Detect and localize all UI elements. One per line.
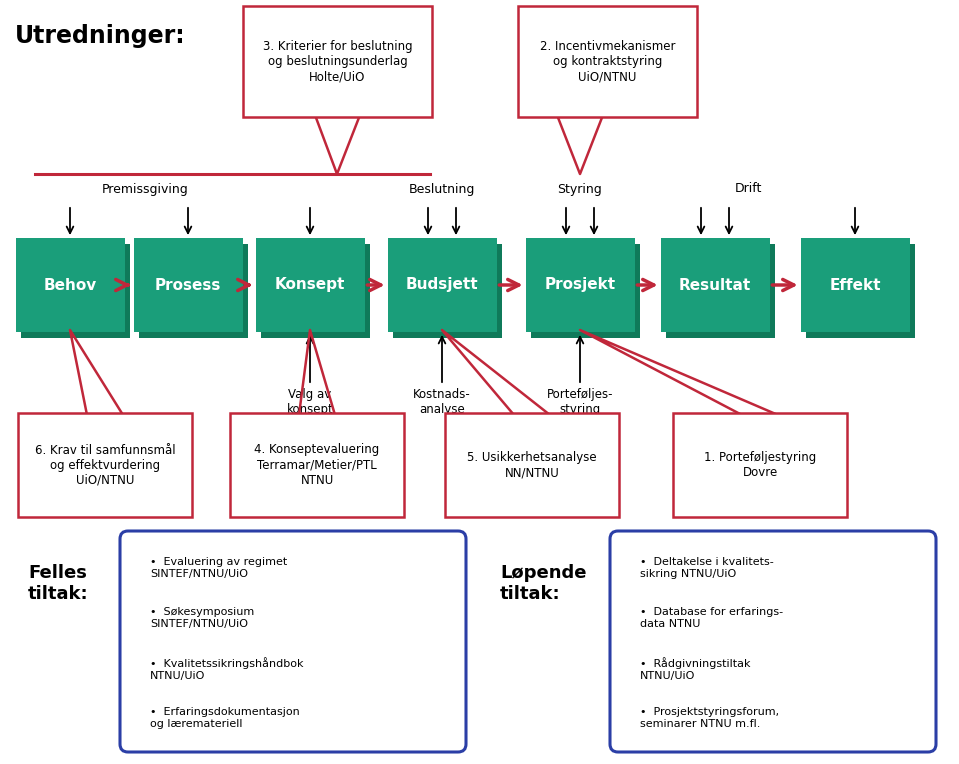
Text: Styring: Styring [557,183,602,196]
Text: •  Database for erfarings-
data NTNU: • Database for erfarings- data NTNU [640,607,784,629]
Text: 1. Porteføljestyring
Dovre: 1. Porteføljestyring Dovre [704,451,816,479]
FancyBboxPatch shape [801,238,909,332]
Text: •  Prosjektstyringsforum,
seminarer NTNU m.fl.: • Prosjektstyringsforum, seminarer NTNU … [640,707,779,729]
FancyBboxPatch shape [20,244,129,338]
FancyBboxPatch shape [610,531,936,752]
Text: Drift: Drift [735,183,761,196]
Text: Utredninger:: Utredninger: [15,24,186,48]
FancyBboxPatch shape [243,6,432,117]
FancyBboxPatch shape [806,244,915,338]
FancyBboxPatch shape [518,6,697,117]
Text: 5. Usikkerhetsanalyse
NN/NTNU: 5. Usikkerhetsanalyse NN/NTNU [467,451,596,479]
Text: Kostnads-
analyse: Kostnads- analyse [413,388,471,416]
Text: •  Rådgivningstiltak
NTNU/UiO: • Rådgivningstiltak NTNU/UiO [640,657,751,681]
FancyBboxPatch shape [387,238,497,332]
FancyBboxPatch shape [138,244,247,338]
FancyBboxPatch shape [15,238,125,332]
Text: •  Evaluering av regimet
SINTEF/NTNU/UiO: • Evaluering av regimet SINTEF/NTNU/UiO [150,557,288,578]
FancyBboxPatch shape [18,413,192,517]
Text: Premissgiving: Premissgiving [102,183,188,196]
Text: Løpende
tiltak:: Løpende tiltak: [500,564,587,603]
FancyBboxPatch shape [530,244,640,338]
Text: Konsept: Konsept [275,277,345,293]
Text: Valg av
konsept: Valg av konsept [287,388,334,416]
Text: •  Erfaringsdokumentasjon
og læremateriell: • Erfaringsdokumentasjon og læremateriel… [150,707,300,729]
Text: Porteføljes-
styring: Porteføljes- styring [547,388,613,416]
Text: •  Søkesymposium
SINTEF/NTNU/UiO: • Søkesymposium SINTEF/NTNU/UiO [150,607,254,629]
FancyBboxPatch shape [255,238,364,332]
FancyBboxPatch shape [392,244,502,338]
Text: 6. Krav til samfunnsmål
og effektvurdering
UiO/NTNU: 6. Krav til samfunnsmål og effektvurderi… [35,443,175,487]
Text: Behov: Behov [43,277,97,293]
FancyBboxPatch shape [673,413,847,517]
FancyBboxPatch shape [120,531,466,752]
Text: Felles
tiltak:: Felles tiltak: [28,564,88,603]
FancyBboxPatch shape [661,238,769,332]
Text: •  Deltakelse i kvalitets-
sikring NTNU/UiO: • Deltakelse i kvalitets- sikring NTNU/U… [640,557,774,578]
Text: Prosess: Prosess [154,277,222,293]
FancyBboxPatch shape [666,244,775,338]
Text: 2. Incentivmekanismer
og kontraktstyring
UiO/NTNU: 2. Incentivmekanismer og kontraktstyring… [540,40,675,83]
FancyBboxPatch shape [230,413,404,517]
Text: Resultat: Resultat [679,277,751,293]
Text: 3. Kriterier for beslutning
og beslutningsunderlag
Holte/UiO: 3. Kriterier for beslutning og beslutnin… [263,40,412,83]
FancyBboxPatch shape [526,238,635,332]
Text: Beslutning: Beslutning [409,183,476,196]
Text: Effekt: Effekt [830,277,880,293]
FancyBboxPatch shape [445,413,619,517]
Text: Budsjett: Budsjett [406,277,479,293]
FancyBboxPatch shape [133,238,243,332]
Text: Prosjekt: Prosjekt [545,277,616,293]
Text: 4. Konseptevaluering
Terramar/Metier/PTL
NTNU: 4. Konseptevaluering Terramar/Metier/PTL… [254,443,380,487]
Text: •  Kvalitetssikringshåndbok
NTNU/UiO: • Kvalitetssikringshåndbok NTNU/UiO [150,657,303,681]
FancyBboxPatch shape [261,244,369,338]
